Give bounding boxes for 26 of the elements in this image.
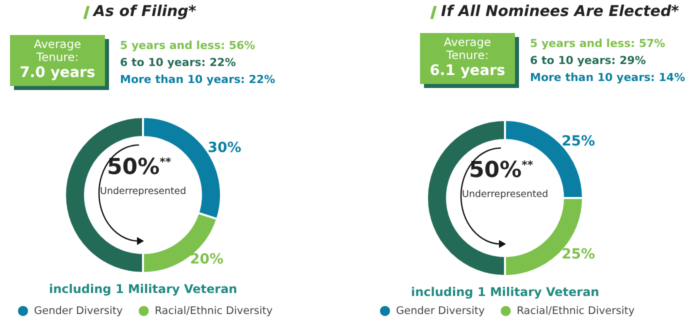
text: 6 to 10 years: 22% bbox=[120, 55, 236, 71]
text: including 1 Military Veteran bbox=[411, 284, 600, 300]
text: Underrepresented bbox=[462, 189, 548, 200]
text: 5 years and less: 56% bbox=[120, 38, 256, 54]
text: More than 10 years: 14% bbox=[530, 70, 686, 86]
text: 7.0 years bbox=[18, 64, 96, 82]
data-label: 20% bbox=[190, 252, 224, 268]
data-label: 30% bbox=[208, 140, 242, 156]
text: 50%$^{**}$ bbox=[107, 155, 172, 180]
legend-label: Racial/Ethnic Diversity bbox=[154, 305, 273, 317]
text: More than 10 years: 22% bbox=[120, 72, 276, 88]
text: including 1 Military Veteran bbox=[49, 281, 238, 297]
text: 6.1 years bbox=[428, 62, 506, 80]
text: Average Tenure: bbox=[32, 37, 82, 64]
text: 5 years and less: 57% bbox=[530, 36, 666, 52]
text: 6 to 10 years: 29% bbox=[530, 53, 646, 69]
legend-label: Racial/Ethnic Diversity bbox=[516, 305, 635, 317]
chart-title: If All Nominees Are Elected* bbox=[441, 2, 680, 20]
legend-label: Gender Diversity bbox=[34, 305, 123, 317]
text: 50%$^{**}$ bbox=[469, 158, 534, 183]
chart-title: As of Filing* bbox=[94, 2, 196, 20]
text: Average Tenure: bbox=[442, 35, 492, 62]
legend-label: Gender Diversity bbox=[396, 305, 485, 317]
data-label: 25% bbox=[562, 133, 596, 150]
data-label: 25% bbox=[562, 246, 596, 263]
text: Underrepresented bbox=[100, 186, 186, 197]
